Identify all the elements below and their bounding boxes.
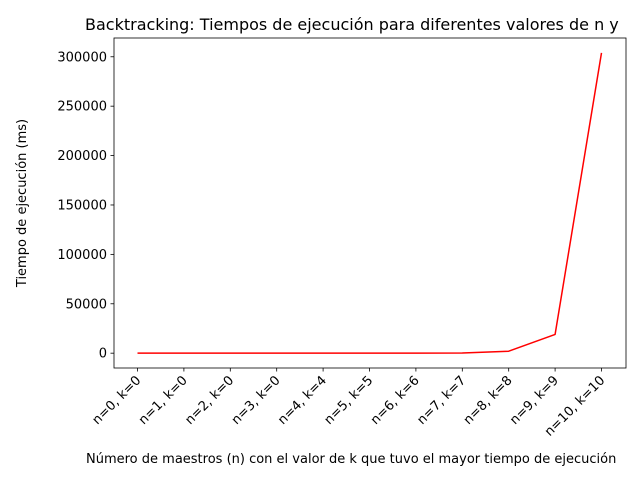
y-tick-label: 300000 [57,50,107,65]
y-tick-label: 250000 [57,100,107,115]
series-line-0 [137,52,603,354]
y-tick-label: 150000 [57,198,107,213]
x-axis-label: Número de maestros (n) con el valor de k… [86,452,616,467]
axes-frame [113,37,627,369]
y-tick-label: 200000 [57,149,107,164]
y-axis-label: Tiempo de ejecución (ms) [15,119,30,288]
y-tick-label: 100000 [57,248,107,263]
chart-title: Backtracking: Tiempos de ejecución para … [85,15,619,34]
y-tick-label: 0 [99,347,107,362]
y-tick-label: 50000 [66,297,107,312]
